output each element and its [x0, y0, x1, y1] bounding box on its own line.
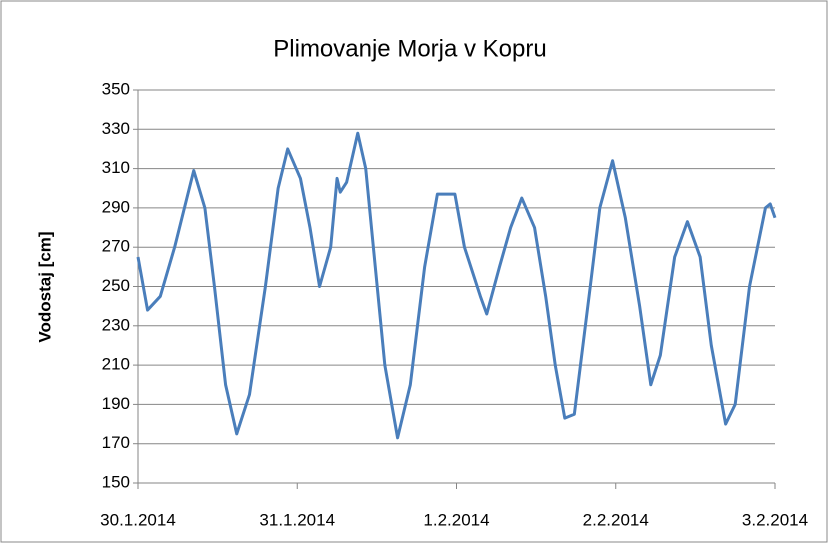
data-line — [136, 131, 777, 440]
y-tick-label: 330 — [102, 119, 130, 138]
y-tick-label: 210 — [102, 355, 130, 374]
y-tick-label: 310 — [102, 158, 130, 177]
x-tick-label: 30.1.2014 — [100, 510, 176, 529]
chart-title: Plimovanje Morja v Kopru — [273, 35, 546, 62]
y-tick-label: 190 — [102, 394, 130, 413]
x-tick-label: 1.2.2014 — [423, 510, 489, 529]
y-tick-label: 150 — [102, 472, 130, 491]
y-tick-label: 290 — [102, 197, 130, 216]
x-tick-label: 3.2.2014 — [742, 510, 808, 529]
y-tick-label: 270 — [102, 237, 130, 256]
y-tick-label: 170 — [102, 433, 130, 452]
x-tick-label: 2.2.2014 — [583, 510, 649, 529]
y-tick-label: 250 — [102, 276, 130, 295]
y-tick-label: 350 — [102, 79, 130, 98]
y-tick-label: 230 — [102, 315, 130, 334]
y-axis-label: Vodostaj [cm] — [35, 231, 54, 342]
x-tick-label: 31.1.2014 — [259, 510, 335, 529]
